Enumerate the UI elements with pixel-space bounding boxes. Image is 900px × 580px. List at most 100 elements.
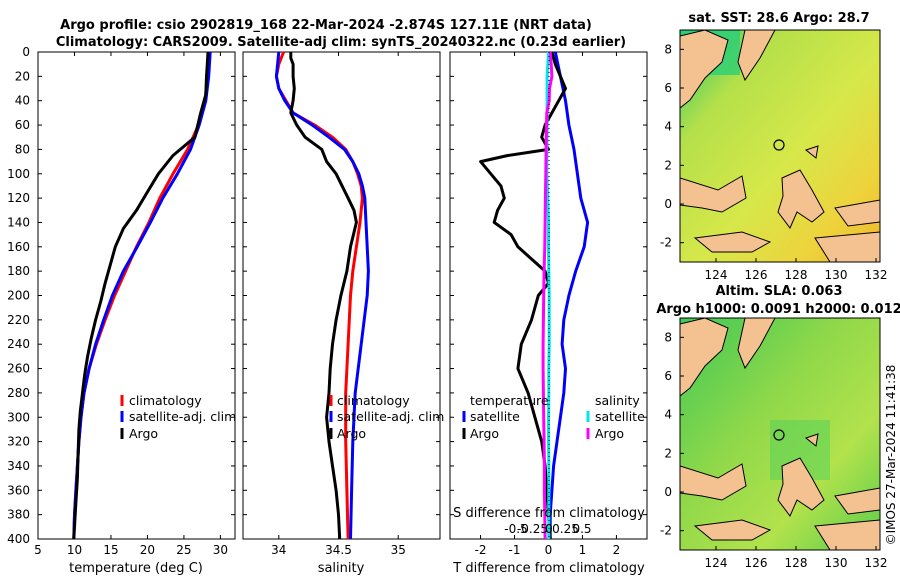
top-tick-label: -0.5: [504, 522, 527, 536]
legend-satellite: satellite-adj. clim: [337, 409, 444, 424]
sla-map-title-2: Argo h1000: 0.0091 h2000: 0.012: [656, 302, 900, 317]
sst-map: [680, 30, 880, 262]
difference-xlabel: T difference from climatology: [452, 561, 645, 576]
depth-tick-label: 340: [7, 459, 30, 473]
map-lon-label: 124: [705, 268, 728, 282]
legend-s-satellite: satellite: [595, 409, 645, 424]
map-lat-label: 6: [664, 369, 672, 383]
depth-tick-label: 360: [7, 483, 30, 497]
temperature-plot: 5 10 15 20 25 30: [34, 51, 228, 557]
salinity-legend: climatology satellite-adj. clim Argo: [329, 393, 444, 441]
map-lat-label: 0: [664, 197, 672, 211]
legend-satellite: satellite-adj. clim: [129, 409, 236, 424]
top-tick-label: 0: [545, 522, 553, 536]
top-tick-label: 0.25: [552, 522, 579, 536]
map-lat-label: 2: [664, 446, 672, 460]
map-lon-label: 124: [705, 556, 728, 570]
salinity-plot: 34 34.5 35: [271, 51, 406, 557]
series-line-argo: [289, 52, 358, 540]
depth-tick-label: 120: [7, 191, 30, 205]
map-lat-label: 4: [664, 408, 672, 422]
map-lon-label: 126: [745, 556, 768, 570]
depth-tick-label: 400: [7, 532, 30, 546]
x-tick-label: -2: [475, 543, 487, 557]
depth-tick-label: 200: [7, 289, 30, 303]
depth-tick-label: 180: [7, 264, 30, 278]
map-lon-label: 128: [785, 556, 808, 570]
sst-map-frame: [679, 29, 881, 263]
depth-tick-label: 260: [7, 362, 30, 376]
map-lon-label: 126: [745, 268, 768, 282]
credit-text: ©IMOS 27-Mar-2024 11:41:38: [884, 365, 898, 546]
x-tick-label: 5: [34, 543, 42, 557]
series-line-argo: [72, 51, 210, 540]
temperature-axes: [37, 51, 236, 540]
map-lat-label: 4: [664, 120, 672, 134]
sla-land: [680, 318, 880, 550]
x-tick-label: 15: [103, 543, 118, 557]
sla-argo-marker: [773, 429, 785, 441]
series-line-satellite-adj-clim: [274, 51, 370, 540]
x-tick-label: 25: [176, 543, 191, 557]
map-lon-label: 130: [825, 268, 848, 282]
sst-argo-marker: [773, 139, 785, 151]
legend-t-argo: Argo: [470, 426, 499, 441]
salinity-difference-ticks: -0.5-0.250 0.250.5: [504, 522, 591, 536]
map-lat-label: 6: [664, 81, 672, 95]
depth-tick-label: 300: [7, 410, 30, 424]
difference-xlabel-top: S difference from climatology: [453, 506, 645, 521]
depth-tick-label: 40: [15, 94, 30, 108]
x-tick-label: 34: [271, 543, 286, 557]
top-tick-label: -0.25: [517, 522, 548, 536]
x-tick-label: -1: [509, 543, 521, 557]
map-lat-label: 8: [664, 330, 672, 344]
temperature-legend: climatology satellite-adj. clim Argo: [120, 393, 236, 441]
map-lat-label: -2: [660, 524, 672, 538]
x-tick-label: 34.5: [325, 543, 352, 557]
map-lat-label: 0: [664, 485, 672, 499]
sla-map-title-1: Altim. SLA: 0.063: [716, 284, 843, 299]
x-tick-label: 20: [140, 543, 155, 557]
legend-climatology: climatology: [129, 393, 202, 408]
legend-climatology: climatology: [337, 393, 410, 408]
map-lat-label: -2: [660, 236, 672, 250]
depth-tick-label: 160: [7, 240, 30, 254]
depth-tick-label: 320: [7, 435, 30, 449]
series-line-temperature-satellite: [548, 51, 590, 539]
series-line-temperature-argo: [479, 51, 567, 540]
depth-tick-label: 220: [7, 313, 30, 327]
legend-title-temperature: temperature: [470, 393, 549, 408]
sla-map-frame: [679, 317, 881, 551]
map-lon-label: 132: [865, 556, 888, 570]
legend-argo: Argo: [129, 426, 158, 441]
map-lon-label: 128: [785, 268, 808, 282]
legend-argo: Argo: [337, 426, 366, 441]
title-line2: Climatology: CARS2009. Satellite-adj cli…: [56, 35, 626, 50]
depth-tick-label: 20: [15, 69, 30, 83]
difference-legend: temperature satellite Argo salinity sate…: [462, 393, 645, 441]
title-line1: Argo profile: csio 2902819_168 22-Mar-20…: [60, 18, 592, 33]
x-tick-label: 35: [391, 543, 406, 557]
depth-tick-label: 140: [7, 215, 30, 229]
depth-tick-label: 380: [7, 508, 30, 522]
x-tick-label: 1: [579, 543, 587, 557]
difference-plot: -2 -1 0 1 2: [475, 51, 621, 557]
depth-tick-label: 0: [22, 45, 30, 59]
series-line-salinity-argo: [541, 51, 554, 540]
legend-t-satellite: satellite: [470, 409, 520, 424]
x-tick-label: 30: [213, 543, 228, 557]
depth-tick-label: 80: [15, 142, 30, 156]
map-lon-label: 130: [825, 556, 848, 570]
sla-map: [680, 318, 880, 550]
depth-tick-label: 100: [7, 167, 30, 181]
top-tick-label: 0.5: [572, 522, 591, 536]
legend-title-salinity: salinity: [595, 393, 640, 408]
x-tick-label: 2: [613, 543, 621, 557]
map-axes-ticks: 8 6 4 2 0 -2 124 126 128 130 132 8 6 4 2 0 -2 124 126 128 13…: [660, 42, 887, 570]
map-lat-label: 2: [664, 158, 672, 172]
legend-s-argo: Argo: [595, 426, 624, 441]
salinity-xlabel: salinity: [318, 561, 365, 576]
sst-map-title: sat. SST: 28.6 Argo: 28.7: [688, 11, 869, 26]
depth-tick-label: 60: [15, 118, 30, 132]
